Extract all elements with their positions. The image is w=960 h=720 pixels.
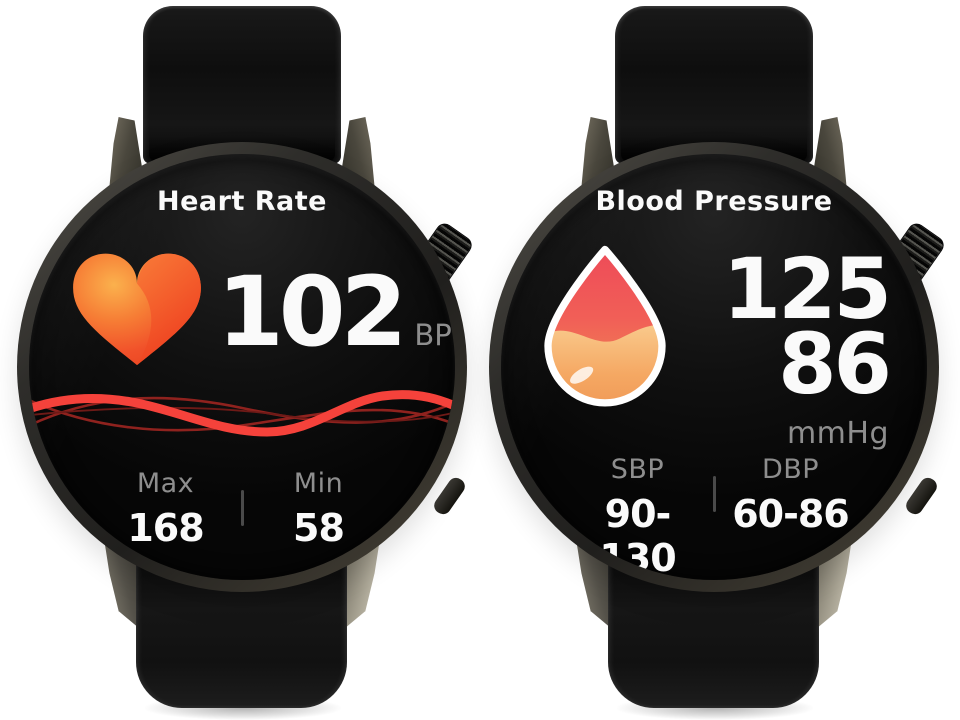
stats-divider bbox=[240, 490, 244, 526]
screen-title: Heart Rate bbox=[157, 186, 327, 217]
watch-strap-top bbox=[615, 6, 813, 164]
heart-rate-value: 102 bbox=[217, 256, 407, 368]
heart-rate-stats: Max 168 Min 58 bbox=[29, 468, 455, 550]
blood-pressure-stats: SBP 90-130 DBP 60-86 bbox=[501, 454, 927, 580]
blood-pressure-reading: 125 86 mmHg bbox=[722, 240, 892, 451]
heart-rate-reading: 102 BPM bbox=[217, 264, 455, 360]
watch-strap-top bbox=[143, 6, 341, 164]
stat-dbp-value: 60-86 bbox=[732, 492, 850, 536]
systolic-value: 125 bbox=[722, 240, 892, 338]
blood-pressure-screen: Blood Pressure bbox=[501, 154, 927, 580]
diastolic-value: 86 bbox=[778, 315, 892, 413]
stat-max: Max 168 bbox=[101, 468, 231, 550]
stat-dbp-label: DBP bbox=[761, 454, 820, 485]
blood-pressure-unit: mmHg bbox=[786, 416, 889, 451]
heart-rate-waveform bbox=[29, 390, 455, 437]
stat-min-value: 58 bbox=[293, 506, 345, 550]
heart-rate-unit: BPM bbox=[414, 318, 455, 352]
stat-sbp-label: SBP bbox=[610, 454, 665, 485]
heart-rate-screen: Heart Rate bbox=[29, 154, 455, 580]
stat-max-label: Max bbox=[136, 468, 195, 499]
watch-case: Blood Pressure bbox=[489, 142, 939, 592]
stat-dbp: DBP 60-86 bbox=[726, 454, 856, 580]
stat-min-label: Min bbox=[293, 468, 344, 499]
blood-drop-icon bbox=[529, 240, 681, 408]
screen-title: Blood Pressure bbox=[595, 186, 833, 217]
watch-case: Heart Rate bbox=[17, 142, 467, 592]
stats-divider bbox=[712, 476, 716, 512]
stat-sbp: SBP 90-130 bbox=[573, 454, 703, 580]
stat-min: Min 58 bbox=[254, 468, 384, 550]
heart-icon bbox=[69, 242, 205, 374]
stat-sbp-value: 90-130 bbox=[599, 492, 676, 580]
blood-pressure-watch: Blood Pressure bbox=[489, 0, 948, 720]
stat-max-value: 168 bbox=[127, 506, 204, 550]
heart-rate-watch: Heart Rate bbox=[17, 0, 476, 720]
